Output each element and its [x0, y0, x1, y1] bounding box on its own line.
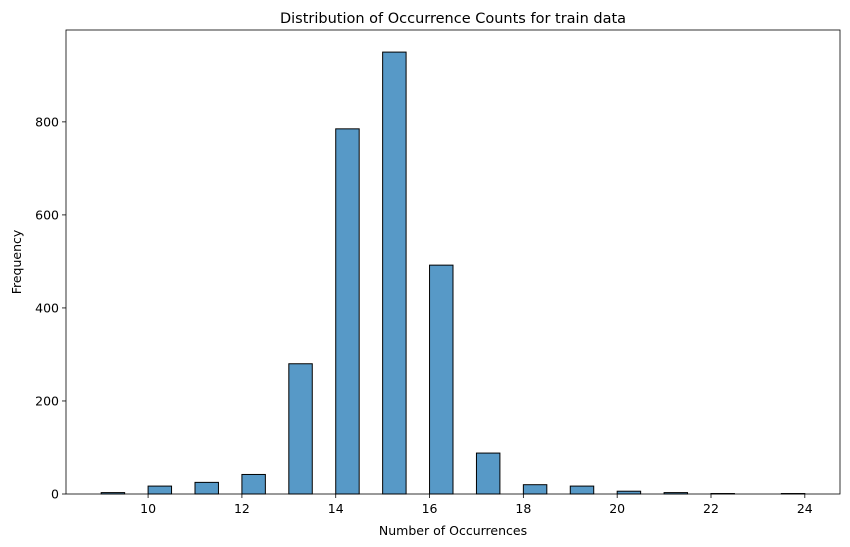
x-tick-label: 10 [140, 501, 156, 516]
x-axis-ticks: 10 12 14 16 18 20 22 24 [140, 494, 813, 516]
histogram-bar-6 [382, 51, 407, 495]
y-tick-label: 800 [35, 114, 59, 129]
y-axis-label: Frequency [9, 229, 24, 294]
y-axis-ticks: 0 200 400 600 800 [35, 114, 66, 502]
histogram-bar-5 [335, 128, 360, 495]
x-tick-label: 18 [515, 501, 531, 516]
histogram-bar-7 [429, 264, 454, 495]
plot-frame [65, 29, 841, 495]
histogram-bar-11 [616, 490, 642, 495]
histogram-bar-9 [522, 484, 548, 495]
x-tick-label: 14 [328, 501, 344, 516]
histogram-bar-3 [241, 473, 266, 495]
histogram-bar-1 [147, 485, 173, 495]
x-tick-label: 16 [422, 501, 438, 516]
chart-title: Distribution of Occurrence Counts for tr… [280, 11, 626, 27]
y-tick-label: 400 [35, 300, 59, 315]
histogram-bar-10 [569, 485, 595, 495]
y-tick-label: 0 [51, 487, 59, 502]
x-tick-label: 12 [234, 501, 250, 516]
x-tick-label: 24 [797, 501, 813, 516]
x-tick-label: 20 [609, 501, 625, 516]
histogram-bar-8 [475, 452, 501, 495]
x-axis-label: Number of Occurrences [379, 523, 527, 538]
histogram-bar-2 [194, 481, 219, 495]
x-tick-label: 22 [703, 501, 719, 516]
y-tick-label: 200 [35, 393, 59, 408]
bars-group [100, 51, 806, 495]
histogram-bar-4 [288, 363, 313, 495]
y-tick-label: 600 [35, 207, 59, 222]
